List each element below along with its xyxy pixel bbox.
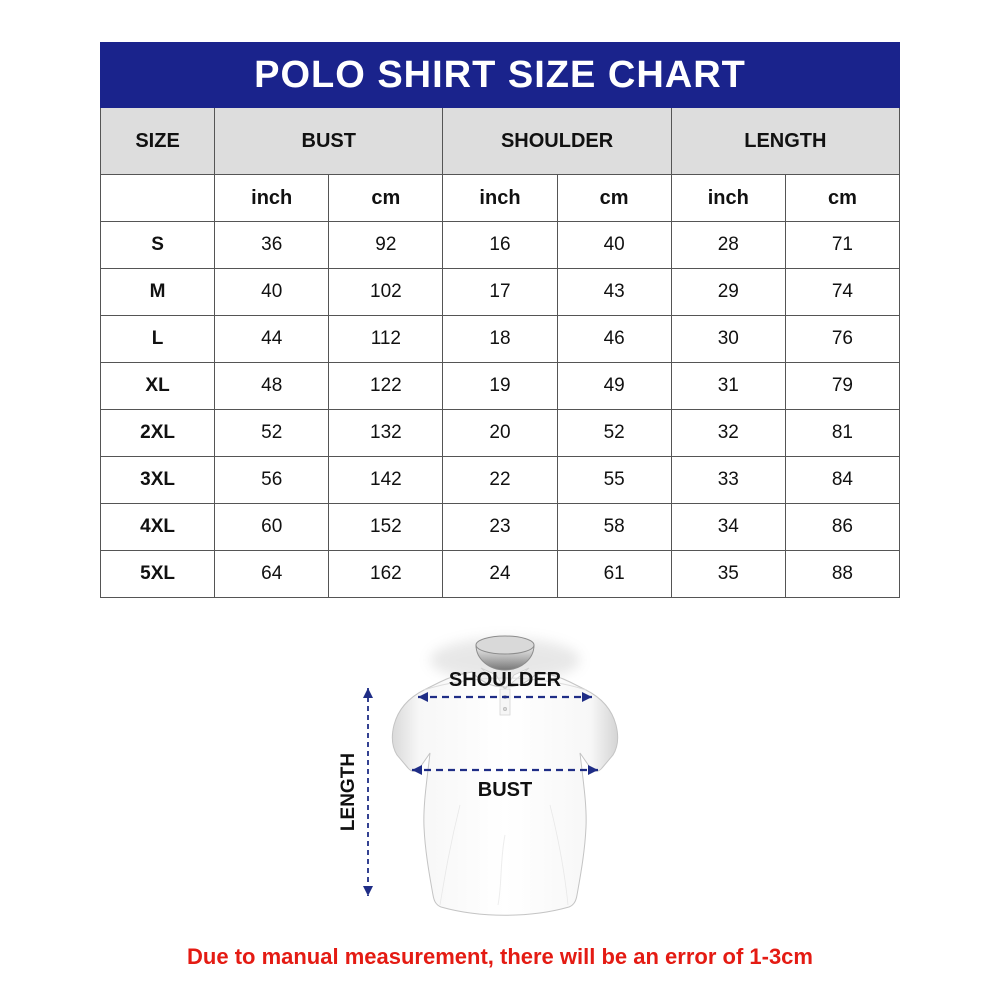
- svg-text:SHOULDER: SHOULDER: [449, 669, 562, 691]
- svg-text:LENGTH: LENGTH: [338, 753, 359, 831]
- svg-text:BUST: BUST: [478, 779, 532, 801]
